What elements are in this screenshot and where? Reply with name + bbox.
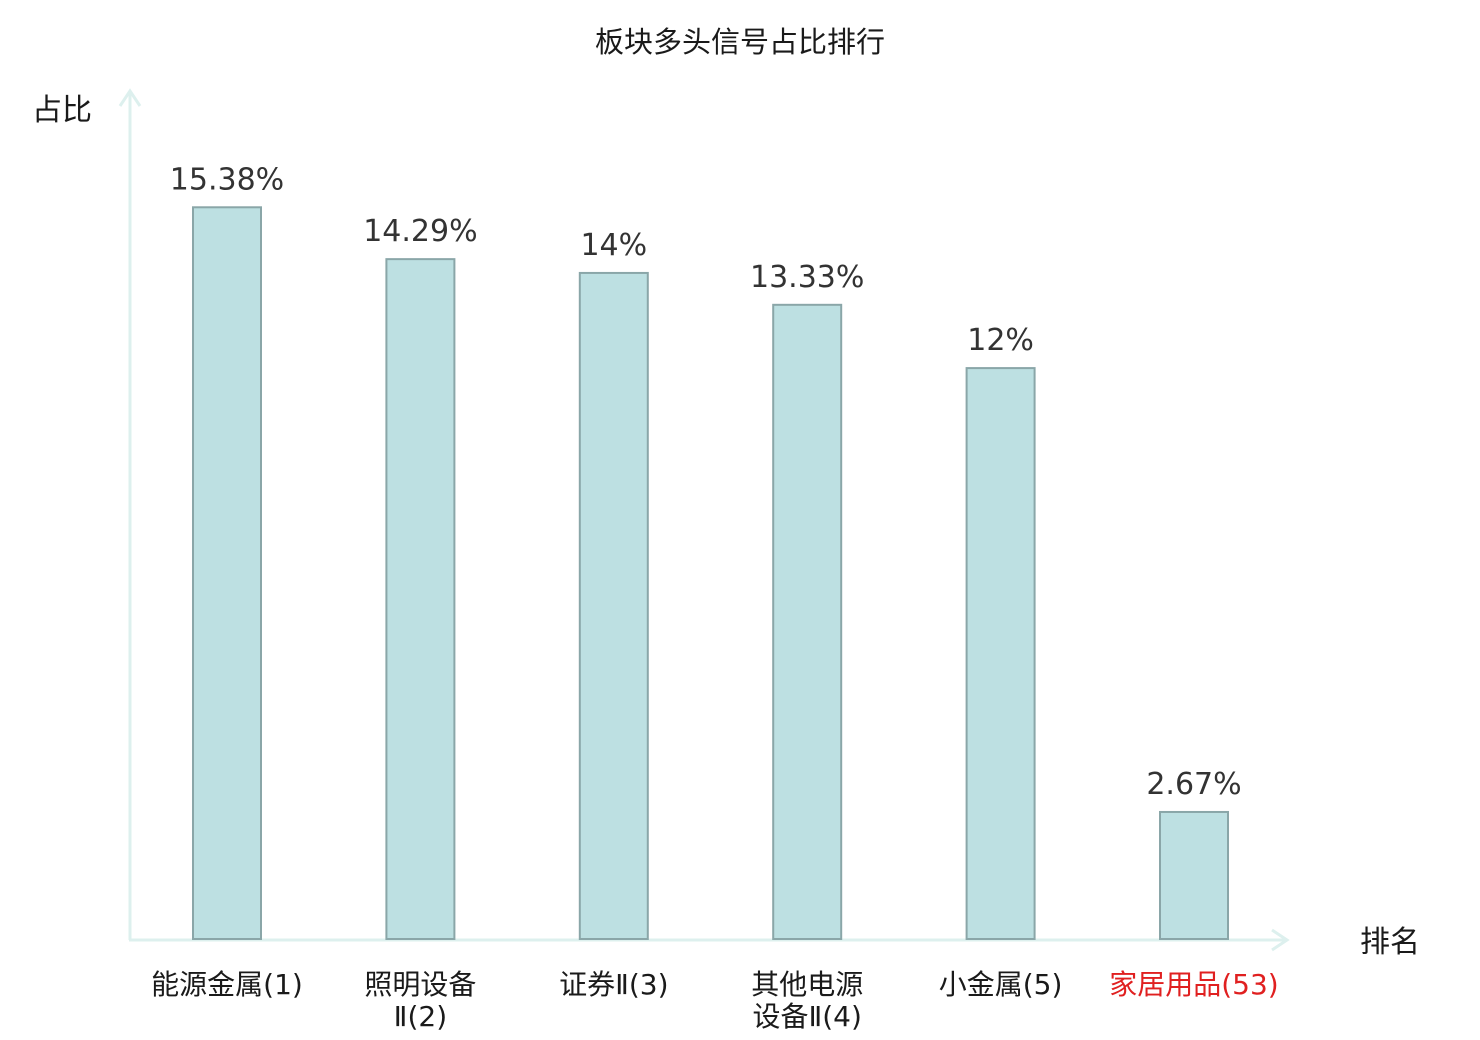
- value-label: 14.29%: [363, 214, 477, 249]
- x-axis-label: 排名: [1360, 925, 1420, 960]
- bar: [772, 303, 843, 941]
- bars: [192, 206, 1229, 941]
- bar: [965, 367, 1036, 941]
- y-axis: 占比: [32, 88, 142, 940]
- category-label: 照明设备: [364, 968, 476, 1001]
- y-axis-label: 占比: [32, 93, 92, 128]
- value-label: 15.38%: [170, 162, 284, 197]
- category-label: 小金属(5): [939, 968, 1063, 1001]
- value-labels: 15.38% 14.29% 14% 13.33% 12% 2.67%: [170, 162, 1242, 802]
- category-label: 其他电源: [751, 968, 863, 1001]
- bar: [1159, 810, 1229, 940]
- x-axis: 排名: [129, 925, 1420, 960]
- value-label: 13.33%: [750, 260, 864, 295]
- value-label: 2.67%: [1146, 767, 1241, 802]
- bar: [192, 206, 262, 940]
- value-label: 12%: [967, 323, 1034, 358]
- chart-title: 板块多头信号占比排行: [595, 25, 885, 59]
- category-label: 家居用品(53): [1109, 968, 1278, 1001]
- x-axis-arrow-icon: [1271, 928, 1290, 952]
- category-label: 能源金属(1): [151, 968, 303, 1001]
- bar: [578, 271, 649, 940]
- y-axis-arrow-icon: [118, 88, 142, 107]
- category-label: Ⅱ(2): [394, 1000, 447, 1033]
- category-label: 证券Ⅱ(3): [559, 968, 668, 1001]
- bar: [385, 258, 456, 941]
- value-label: 14%: [580, 228, 647, 263]
- category-label: 设备Ⅱ(4): [752, 1000, 861, 1033]
